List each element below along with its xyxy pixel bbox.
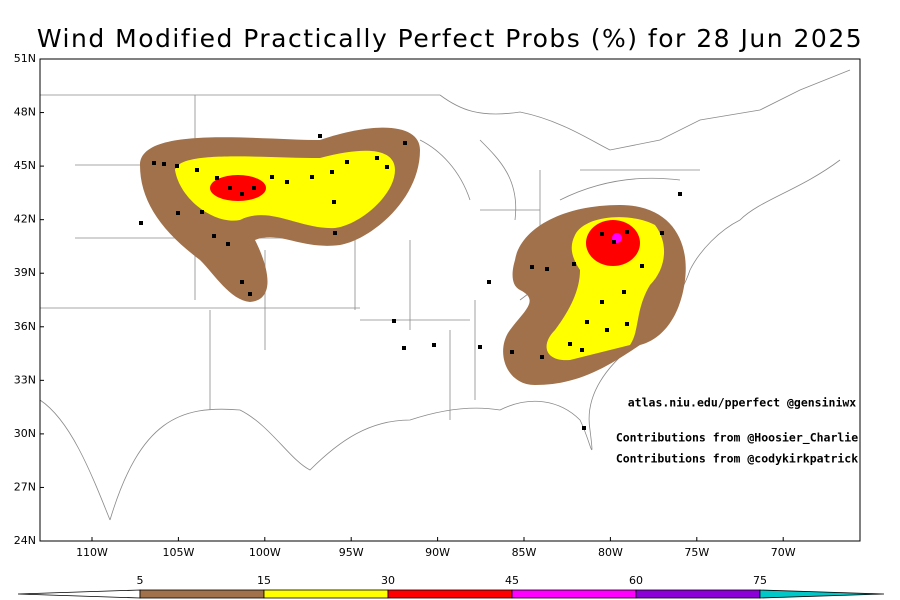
latitude-label: 48N	[14, 106, 36, 119]
colorbar-label: 15	[257, 574, 271, 587]
latitude-label: 24N	[14, 534, 36, 547]
contour-15	[175, 150, 395, 229]
title: Wind Modified Practically Perfect Probs …	[37, 24, 863, 53]
latitude-label: 45N	[14, 159, 36, 172]
colorbar-label: 45	[505, 574, 519, 587]
longitude-label: 95W	[339, 546, 364, 559]
latitude-axis: 51N 48N 45N 42N 39N 36N 33N 30N 27N 24N	[14, 52, 44, 547]
longitude-axis: 110W 105W 100W 95W 90W 85W 80W 75W 70W	[76, 537, 796, 559]
map-frame	[39, 58, 861, 542]
colorbar-segment	[387, 589, 513, 599]
longitude-label: 80W	[598, 546, 623, 559]
colorbar-label: 5	[137, 574, 144, 587]
latitude-label: 51N	[14, 52, 36, 65]
latitude-label: 33N	[14, 373, 36, 386]
colorbar-segment	[759, 589, 885, 599]
colorbar-segment	[139, 589, 265, 599]
longitude-label: 90W	[425, 546, 450, 559]
wind-reports	[139, 134, 682, 430]
latitude-label: 42N	[14, 213, 36, 226]
colorbar-label: 30	[381, 574, 395, 587]
latitude-label: 39N	[14, 266, 36, 279]
colorbar-segment	[635, 589, 761, 599]
annotation: Contributions from @codykirkpatrick	[616, 452, 858, 466]
longitude-label: 110W	[76, 546, 108, 559]
latitude-label: 36N	[14, 320, 36, 333]
longitude-label: 85W	[512, 546, 537, 559]
colorbar-segment	[511, 589, 637, 599]
probability-contours	[140, 127, 686, 385]
colorbar: 5 15 30 45 60 75	[17, 574, 885, 599]
annotation: atlas.niu.edu/pperfect @gensiniwx	[628, 396, 857, 410]
contour-30	[210, 175, 266, 201]
longitude-label: 70W	[771, 546, 796, 559]
latitude-label: 27N	[14, 480, 36, 493]
longitude-label: 105W	[162, 546, 194, 559]
colorbar-segment	[263, 589, 389, 599]
latitude-label: 30N	[14, 427, 36, 440]
longitude-label: 75W	[684, 546, 709, 559]
colorbar-label: 75	[753, 574, 767, 587]
longitude-label: 100W	[249, 546, 281, 559]
colorbar-segment	[17, 589, 141, 599]
colorbar-label: 60	[629, 574, 643, 587]
annotation: Contributions from @Hoosier_Charlie	[616, 431, 858, 446]
